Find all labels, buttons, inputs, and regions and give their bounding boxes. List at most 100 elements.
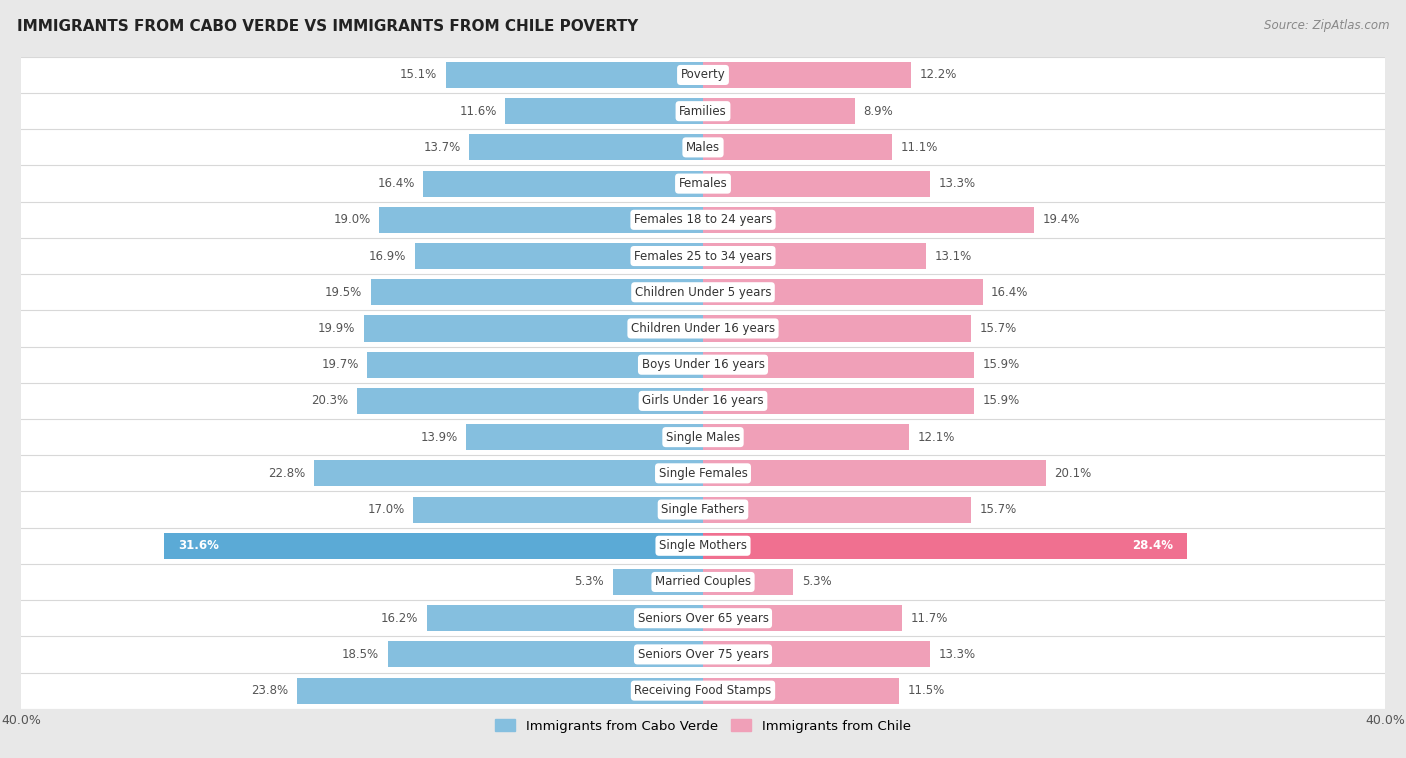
Text: 15.9%: 15.9%	[983, 394, 1019, 407]
Text: 11.1%: 11.1%	[901, 141, 938, 154]
Text: Females 25 to 34 years: Females 25 to 34 years	[634, 249, 772, 262]
Bar	[21, 93, 1385, 130]
Bar	[371, 279, 703, 305]
Text: Females 18 to 24 years: Females 18 to 24 years	[634, 213, 772, 227]
Text: 11.6%: 11.6%	[460, 105, 496, 117]
Text: 15.1%: 15.1%	[399, 68, 437, 81]
Text: 16.4%: 16.4%	[378, 177, 415, 190]
Bar	[703, 352, 974, 377]
Text: Children Under 16 years: Children Under 16 years	[631, 322, 775, 335]
Text: 15.7%: 15.7%	[979, 503, 1017, 516]
Text: 28.4%: 28.4%	[1132, 539, 1174, 553]
Bar	[364, 315, 703, 342]
Bar	[21, 600, 1385, 636]
Text: Single Mothers: Single Mothers	[659, 539, 747, 553]
Bar	[21, 346, 1385, 383]
Bar	[388, 641, 703, 668]
Text: 13.3%: 13.3%	[938, 177, 976, 190]
Bar	[380, 207, 703, 233]
Text: 11.5%: 11.5%	[908, 684, 945, 697]
Text: 15.7%: 15.7%	[979, 322, 1017, 335]
Bar	[21, 491, 1385, 528]
Text: Girls Under 16 years: Girls Under 16 years	[643, 394, 763, 407]
Bar	[703, 460, 1046, 487]
Bar	[703, 171, 929, 196]
Text: Boys Under 16 years: Boys Under 16 years	[641, 359, 765, 371]
Text: Receiving Food Stamps: Receiving Food Stamps	[634, 684, 772, 697]
Text: Families: Families	[679, 105, 727, 117]
Bar	[703, 424, 910, 450]
Bar	[21, 456, 1385, 491]
Text: 20.1%: 20.1%	[1054, 467, 1091, 480]
Bar	[413, 496, 703, 522]
Legend: Immigrants from Cabo Verde, Immigrants from Chile: Immigrants from Cabo Verde, Immigrants f…	[491, 714, 915, 738]
Bar	[21, 419, 1385, 456]
Text: Single Males: Single Males	[666, 431, 740, 443]
Bar	[613, 569, 703, 595]
Text: 13.3%: 13.3%	[938, 648, 976, 661]
Bar	[21, 528, 1385, 564]
Bar	[446, 62, 703, 88]
Text: 12.2%: 12.2%	[920, 68, 957, 81]
Text: 16.4%: 16.4%	[991, 286, 1028, 299]
Text: 12.1%: 12.1%	[918, 431, 955, 443]
Bar	[427, 605, 703, 631]
Text: 5.3%: 5.3%	[801, 575, 831, 588]
Bar	[703, 496, 970, 522]
Text: Single Fathers: Single Fathers	[661, 503, 745, 516]
Text: 19.9%: 19.9%	[318, 322, 356, 335]
Bar	[357, 388, 703, 414]
Text: 5.3%: 5.3%	[575, 575, 605, 588]
Bar	[21, 202, 1385, 238]
Bar	[703, 315, 970, 342]
Bar	[703, 678, 898, 703]
Bar	[415, 243, 703, 269]
Bar	[21, 636, 1385, 672]
Text: 17.0%: 17.0%	[367, 503, 405, 516]
Bar	[703, 207, 1033, 233]
Bar	[367, 352, 703, 377]
Bar	[470, 134, 703, 161]
Bar	[505, 98, 703, 124]
Text: 15.9%: 15.9%	[983, 359, 1019, 371]
Text: IMMIGRANTS FROM CABO VERDE VS IMMIGRANTS FROM CHILE POVERTY: IMMIGRANTS FROM CABO VERDE VS IMMIGRANTS…	[17, 19, 638, 34]
Bar	[21, 238, 1385, 274]
Bar	[315, 460, 703, 487]
Bar	[21, 57, 1385, 93]
Text: 13.7%: 13.7%	[423, 141, 461, 154]
Bar	[21, 672, 1385, 709]
Text: Seniors Over 65 years: Seniors Over 65 years	[637, 612, 769, 625]
Bar	[703, 641, 929, 668]
Text: 22.8%: 22.8%	[269, 467, 305, 480]
Bar	[465, 424, 703, 450]
Bar	[21, 130, 1385, 165]
Text: Married Couples: Married Couples	[655, 575, 751, 588]
Bar	[21, 564, 1385, 600]
Bar	[703, 134, 893, 161]
Bar	[703, 569, 793, 595]
Text: 13.1%: 13.1%	[935, 249, 972, 262]
Bar	[703, 533, 1187, 559]
Text: 31.6%: 31.6%	[179, 539, 219, 553]
Text: Children Under 5 years: Children Under 5 years	[634, 286, 772, 299]
Bar	[703, 279, 983, 305]
Bar	[297, 678, 703, 703]
Bar	[21, 274, 1385, 310]
Bar	[703, 243, 927, 269]
Text: 23.8%: 23.8%	[252, 684, 288, 697]
Bar	[21, 310, 1385, 346]
Bar	[21, 165, 1385, 202]
Bar	[703, 98, 855, 124]
Text: Seniors Over 75 years: Seniors Over 75 years	[637, 648, 769, 661]
Text: 19.4%: 19.4%	[1042, 213, 1080, 227]
Text: 16.2%: 16.2%	[381, 612, 419, 625]
Bar	[165, 533, 703, 559]
Text: 20.3%: 20.3%	[311, 394, 349, 407]
Text: 16.9%: 16.9%	[368, 249, 406, 262]
Bar	[703, 62, 911, 88]
Text: 19.0%: 19.0%	[333, 213, 371, 227]
Bar	[703, 388, 974, 414]
Text: Single Females: Single Females	[658, 467, 748, 480]
Bar	[21, 383, 1385, 419]
Text: 18.5%: 18.5%	[342, 648, 380, 661]
